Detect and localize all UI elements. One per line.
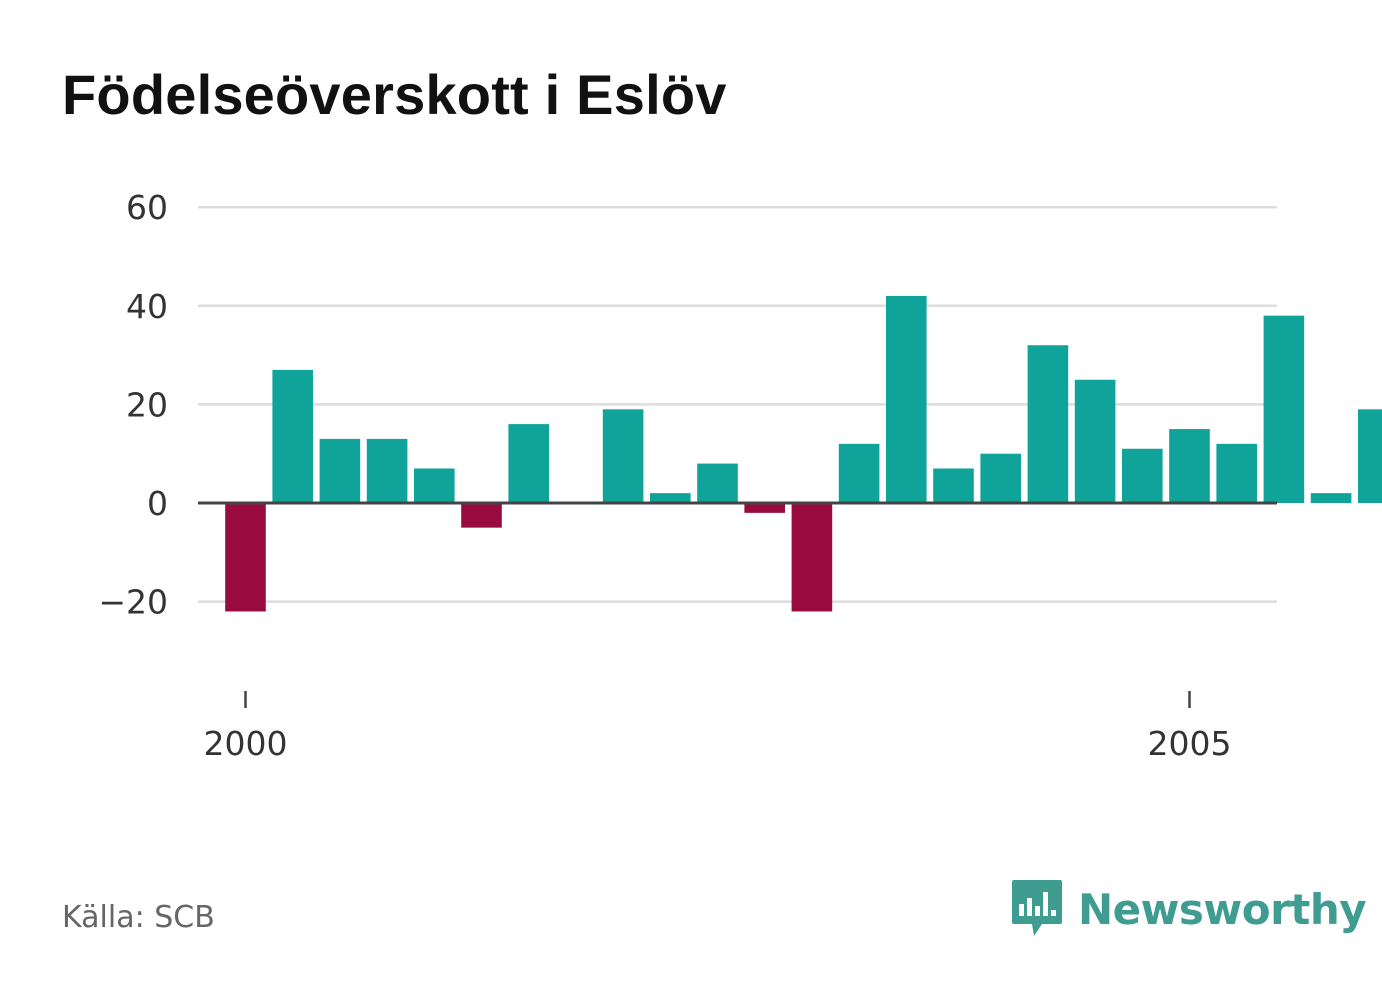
bar	[1169, 429, 1210, 503]
bar	[650, 493, 691, 503]
bar	[791, 503, 833, 612]
page-title: Födelseöverskott i Eslöv	[62, 63, 727, 126]
bar	[225, 503, 266, 612]
source-note: Källa: SCB	[62, 900, 215, 935]
bar	[461, 503, 502, 528]
bar	[508, 424, 549, 503]
bar	[744, 503, 785, 513]
bar	[1074, 379, 1116, 503]
bar	[1027, 345, 1069, 503]
grid-lines	[198, 205, 1277, 603]
newsworthy-chart-bubble-icon	[1012, 880, 1062, 936]
bar	[414, 468, 455, 503]
y-tick-label: 40	[126, 287, 168, 326]
bar	[1216, 443, 1257, 503]
bar	[319, 438, 361, 503]
bar	[1263, 315, 1305, 503]
newsworthy-logo: Newsworthy	[1010, 878, 1367, 940]
x-tick-label: 2000	[204, 724, 288, 763]
bar	[697, 463, 738, 503]
y-tick-label: −20	[98, 583, 168, 622]
bar	[1310, 493, 1352, 503]
x-tick-label: 2005	[1148, 724, 1232, 763]
y-tick-label: 60	[126, 188, 168, 227]
bar	[602, 409, 644, 503]
bar	[366, 438, 408, 503]
bar	[933, 468, 974, 503]
brand-name: Newsworthy	[1078, 884, 1367, 934]
bar	[886, 295, 927, 503]
bar-series	[225, 295, 1382, 612]
y-axis-ticks: −20 0 20 40 60	[98, 188, 168, 621]
bar	[980, 453, 1021, 503]
y-tick-label: 20	[126, 385, 168, 424]
bar	[838, 443, 880, 503]
y-tick-label: 0	[147, 484, 168, 523]
bar	[272, 369, 313, 503]
bar	[1358, 409, 1382, 503]
bar	[1122, 448, 1163, 503]
x-axis-ticks: 200020052010201520202025	[204, 691, 1232, 763]
